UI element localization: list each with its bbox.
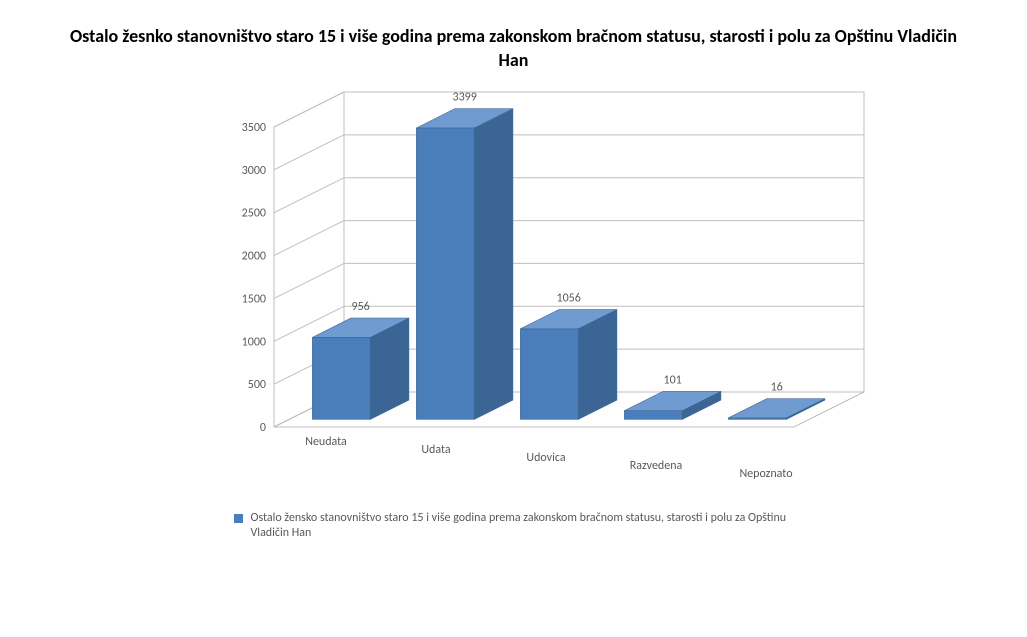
bar-front — [624, 410, 682, 419]
category-label: Udata — [421, 443, 451, 457]
y-tick-label: 3500 — [241, 121, 265, 135]
category-label: Neudata — [305, 435, 347, 449]
chart-svg: 0 500 1000 1500 2000 2500 3000 3500 956 Neudata 33… — [124, 87, 904, 487]
chart-area: 0 500 1000 1500 2000 2500 3000 3500 956 Neudata 33… — [124, 87, 904, 487]
value-label: 956 — [351, 300, 369, 314]
value-label: 3399 — [452, 90, 476, 104]
bar-side — [474, 108, 513, 419]
legend: Ostalo žensko stanovništvo staro 15 i vi… — [234, 511, 794, 542]
value-label: 1056 — [556, 291, 580, 305]
y-tick-label: 0 — [259, 421, 265, 435]
category-label: Nepoznato — [739, 467, 792, 481]
y-tick-label: 2500 — [241, 206, 265, 220]
y-tick-label: 500 — [247, 378, 265, 392]
category-label: Udovica — [526, 451, 565, 465]
bar-front — [312, 337, 370, 419]
bar-front — [416, 128, 474, 419]
y-tick-label: 3000 — [241, 163, 265, 177]
y-tick-label: 1000 — [241, 335, 265, 349]
value-label: 16 — [770, 380, 782, 394]
y-tick-label: 1500 — [241, 292, 265, 306]
y-tick-label: 2000 — [241, 249, 265, 263]
category-label: Razvedena — [629, 459, 682, 473]
legend-label: Ostalo žensko stanovništvo staro 15 i vi… — [251, 511, 794, 542]
legend-swatch — [234, 514, 243, 523]
value-label: 101 — [663, 373, 681, 387]
chart-title: Ostalo žesnko stanovništvo staro 15 i vi… — [0, 0, 1027, 77]
bar-front — [520, 328, 578, 419]
